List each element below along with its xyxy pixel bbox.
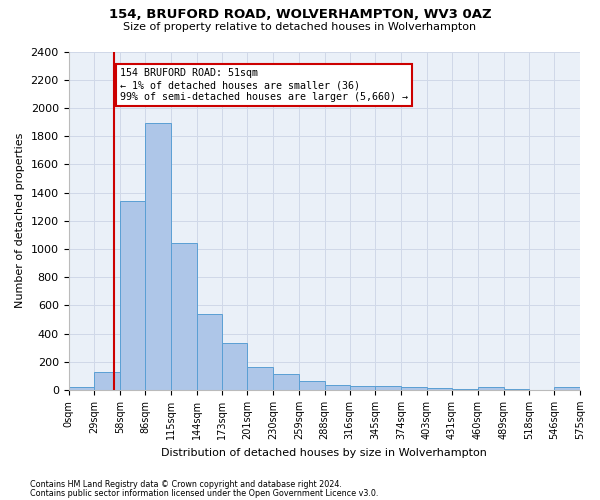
Bar (401, 387, 427, 390)
Bar (350, 386, 376, 390)
Bar (223, 342, 247, 390)
Bar (478, 387, 503, 390)
Bar (120, 201, 145, 390)
Text: 154, BRUFORD ROAD, WOLVERHAMPTON, WV3 0AZ: 154, BRUFORD ROAD, WOLVERHAMPTON, WV3 0A… (109, 8, 491, 20)
Bar (325, 384, 350, 390)
Bar (376, 386, 401, 390)
Bar (197, 314, 223, 390)
Y-axis label: Number of detached properties: Number of detached properties (15, 133, 25, 308)
Bar (554, 388, 580, 390)
Bar (94, 372, 120, 390)
Bar (503, 389, 529, 390)
Bar (452, 389, 478, 390)
Bar (145, 124, 171, 390)
Text: Contains public sector information licensed under the Open Government Licence v3: Contains public sector information licen… (30, 488, 379, 498)
X-axis label: Distribution of detached houses by size in Wolverhampton: Distribution of detached houses by size … (161, 448, 487, 458)
Text: Contains HM Land Registry data © Crown copyright and database right 2024.: Contains HM Land Registry data © Crown c… (30, 480, 342, 489)
Bar (171, 242, 197, 390)
Bar (247, 366, 273, 390)
Bar (273, 374, 299, 390)
Bar (427, 388, 452, 390)
Text: 154 BRUFORD ROAD: 51sqm
← 1% of detached houses are smaller (36)
99% of semi-det: 154 BRUFORD ROAD: 51sqm ← 1% of detached… (120, 68, 408, 102)
Bar (68, 387, 94, 390)
Bar (299, 381, 325, 390)
Text: Size of property relative to detached houses in Wolverhampton: Size of property relative to detached ho… (124, 22, 476, 32)
